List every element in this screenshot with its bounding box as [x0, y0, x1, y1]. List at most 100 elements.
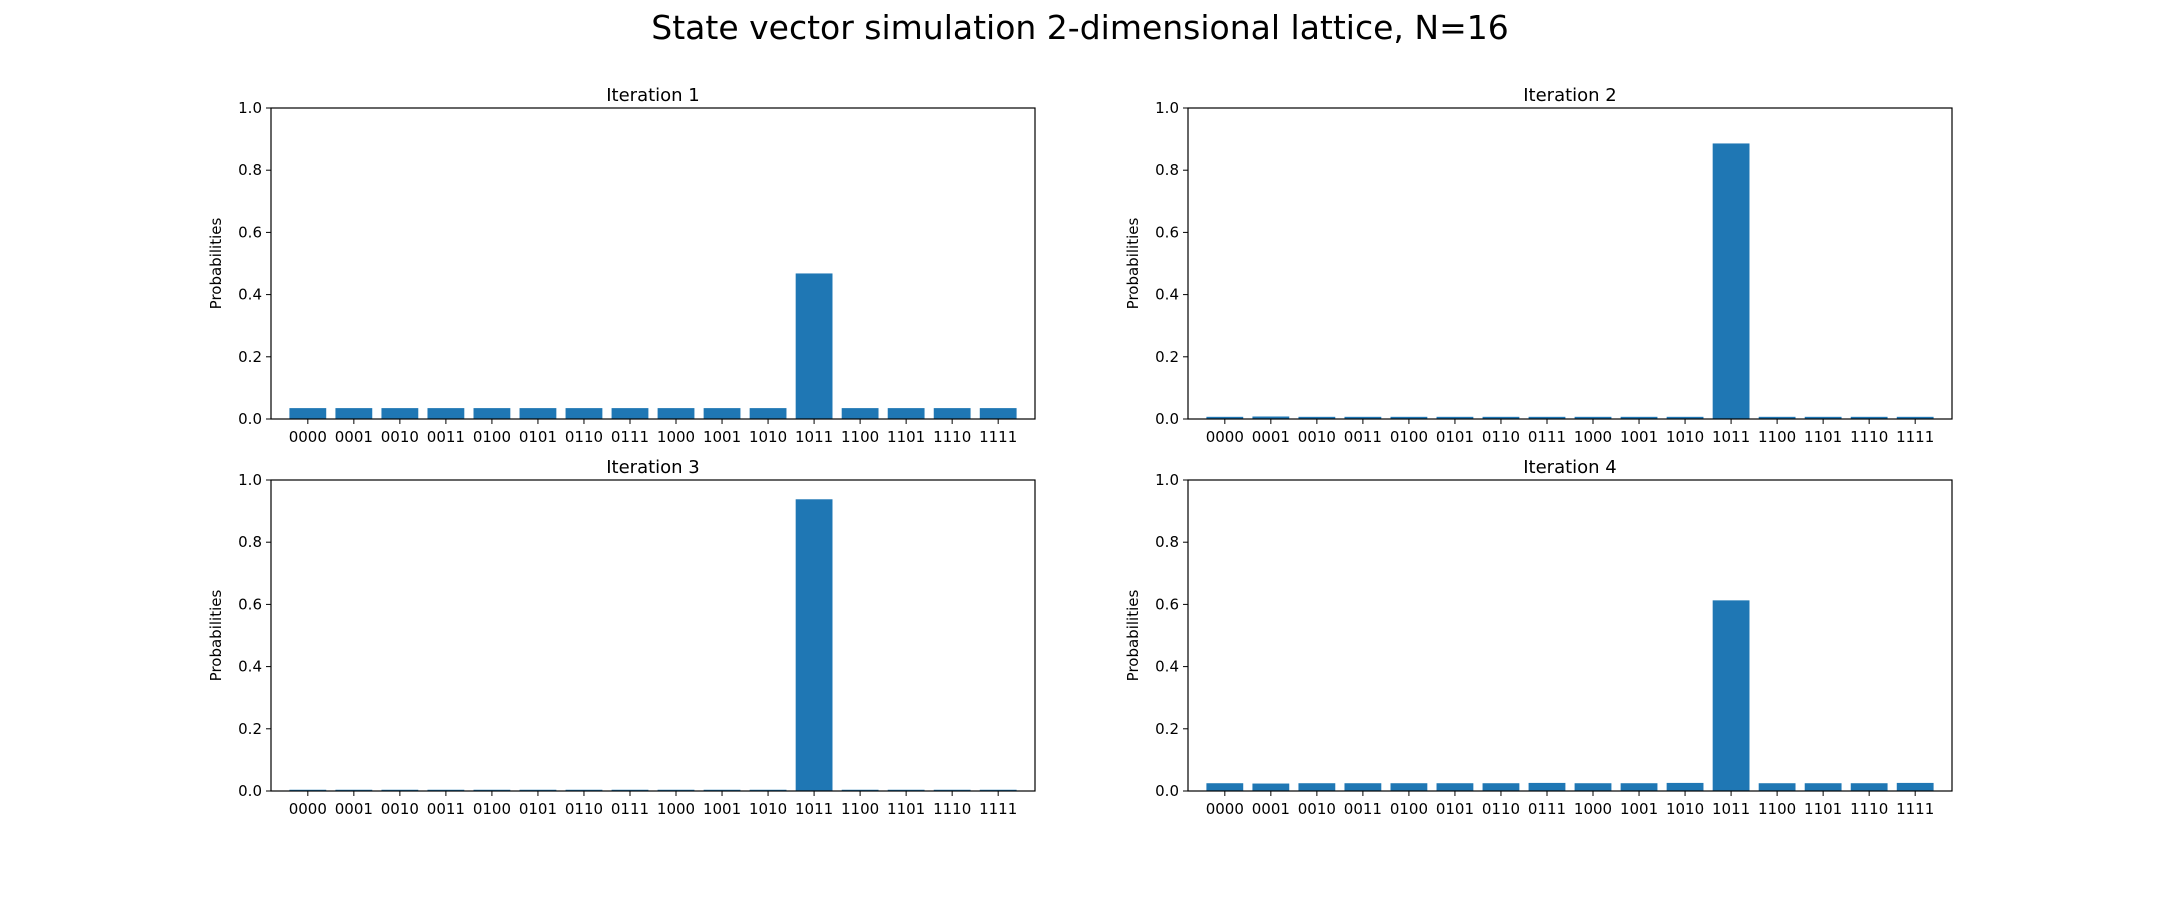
subplot-title: Iteration 2 — [1523, 85, 1617, 106]
x-tick-label: 0111 — [611, 800, 649, 818]
bar-0111 — [611, 789, 649, 791]
x-tick-label: 1010 — [749, 800, 787, 818]
bar-1100 — [1758, 416, 1796, 419]
y-tick-label: 0.6 — [238, 223, 262, 241]
x-tick-label: 0001 — [1252, 428, 1290, 446]
x-tick-label: 1110 — [933, 800, 971, 818]
x-tick-label: 1111 — [1896, 428, 1934, 446]
x-tick-label: 0011 — [427, 800, 465, 818]
x-tick-label: 1101 — [887, 428, 925, 446]
bar-0101 — [1436, 416, 1474, 419]
y-tick-label: 0.6 — [1155, 595, 1179, 613]
bar-0011 — [1344, 416, 1382, 419]
x-tick-label: 0101 — [519, 428, 557, 446]
bar-1011 — [1712, 143, 1750, 420]
x-tick-label: 0011 — [1344, 800, 1382, 818]
bar-0110 — [565, 408, 603, 419]
subplot-title: Iteration 1 — [606, 85, 700, 106]
bar-1011 — [795, 273, 833, 419]
bar-1010 — [1666, 782, 1704, 791]
subplot-iteration-4: Iteration 4 Probabilities 0000 0001 0010 0011… — [1124, 457, 1953, 818]
x-tick-label: 1011 — [795, 800, 833, 818]
x-tick-label: 1101 — [1804, 800, 1842, 818]
y-tick-label: 0.4 — [1155, 286, 1179, 304]
bar-1000 — [657, 789, 695, 791]
x-tick-label: 1001 — [703, 428, 741, 446]
x-tick-label: 0101 — [1436, 428, 1474, 446]
y-tick-label: 0.6 — [238, 595, 262, 613]
bar-0111 — [611, 408, 649, 419]
bar-1101 — [1804, 783, 1842, 791]
bar-0001 — [1252, 783, 1290, 791]
axes-frame — [1187, 107, 1953, 420]
y-tick-label: 0.0 — [238, 410, 262, 428]
x-tick-label: 1011 — [1712, 800, 1750, 818]
x-tick-label: 1100 — [841, 800, 879, 818]
bar-0110 — [1482, 783, 1520, 791]
x-tick-label: 1110 — [1850, 800, 1888, 818]
bar-0001 — [335, 789, 373, 791]
y-axis-label: Probabilities — [1124, 218, 1142, 310]
bar-1100 — [841, 408, 879, 419]
y-tick-label: 0.2 — [238, 348, 262, 366]
x-tick-label: 0001 — [335, 800, 373, 818]
bar-0100 — [473, 408, 511, 419]
bar-1101 — [887, 789, 925, 791]
bar-0101 — [519, 408, 557, 419]
x-tick-label: 1100 — [1758, 428, 1796, 446]
x-tick-label: 1111 — [1896, 800, 1934, 818]
figure-title: State vector simulation 2-dimensional la… — [651, 8, 1509, 47]
x-tick-label: 0011 — [1344, 428, 1382, 446]
subplot-title: Iteration 3 — [606, 457, 700, 478]
x-tick-label: 1111 — [979, 800, 1017, 818]
y-tick-label: 0.8 — [1155, 533, 1179, 551]
y-tick-label: 1.0 — [1155, 471, 1179, 489]
bar-0010 — [381, 789, 419, 791]
bar-0000 — [289, 408, 327, 419]
bar-0001 — [335, 408, 373, 419]
x-tick-label: 0100 — [1390, 800, 1428, 818]
x-tick-label: 1010 — [1666, 428, 1704, 446]
y-tick-label: 0.8 — [1155, 161, 1179, 179]
subplot-iteration-3: Iteration 3 Probabilities 0000 0001 0010 0011… — [207, 457, 1036, 818]
bar-0110 — [565, 789, 603, 791]
x-tick-label: 0010 — [381, 800, 419, 818]
y-tick-label: 0.0 — [1155, 410, 1179, 428]
x-tick-label: 0101 — [1436, 800, 1474, 818]
y-tick-label: 0.8 — [238, 161, 262, 179]
y-axis-label: Probabilities — [207, 590, 225, 682]
x-tick-label: 0110 — [1482, 428, 1520, 446]
x-tick-label: 1110 — [1850, 428, 1888, 446]
x-tick-label: 1010 — [749, 428, 787, 446]
bar-0011 — [427, 408, 465, 419]
x-tick-label: 0010 — [1298, 800, 1336, 818]
bar-1010 — [749, 408, 787, 419]
x-tick-label: 0100 — [473, 800, 511, 818]
axes-frame — [1187, 479, 1953, 792]
bar-1110 — [1850, 416, 1888, 419]
bar-0100 — [1390, 416, 1428, 419]
y-tick-label: 0.2 — [238, 720, 262, 738]
x-tick-label: 1100 — [1758, 800, 1796, 818]
y-tick-label: 0.8 — [238, 533, 262, 551]
bar-1010 — [749, 789, 787, 791]
x-tick-label: 0000 — [1206, 428, 1244, 446]
x-tick-label: 0110 — [565, 800, 603, 818]
bar-1101 — [887, 408, 925, 419]
x-tick-label: 1001 — [703, 800, 741, 818]
x-tick-label: 0001 — [335, 428, 373, 446]
bar-0101 — [1436, 783, 1474, 791]
axes-frame — [270, 479, 1036, 792]
bar-1110 — [933, 789, 971, 791]
x-tick-label: 1100 — [841, 428, 879, 446]
bar-1000 — [657, 408, 695, 419]
x-tick-label: 1010 — [1666, 800, 1704, 818]
x-tick-label: 1101 — [1804, 428, 1842, 446]
bar-0101 — [519, 789, 557, 791]
y-tick-label: 0.2 — [1155, 720, 1179, 738]
x-tick-label: 0000 — [289, 800, 327, 818]
x-tick-label: 1000 — [1574, 428, 1612, 446]
x-tick-label: 0010 — [1298, 428, 1336, 446]
bar-1011 — [1712, 600, 1750, 791]
x-tick-label: 1001 — [1620, 428, 1658, 446]
